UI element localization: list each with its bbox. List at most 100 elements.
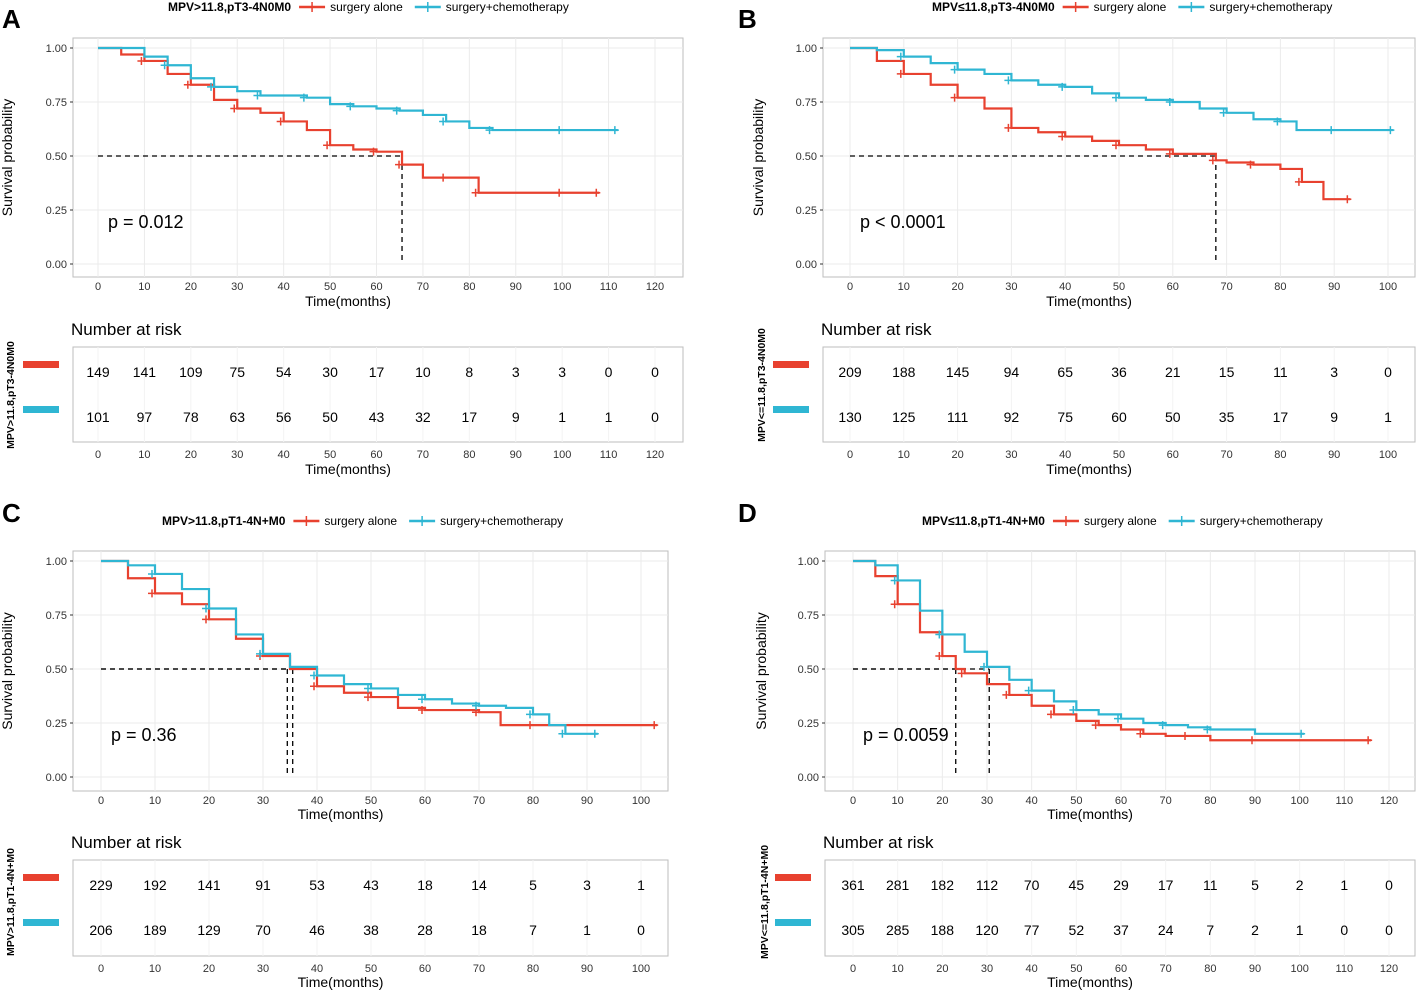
risk-x-tick-label: 50 bbox=[324, 449, 336, 461]
risk-count: 30 bbox=[322, 364, 338, 380]
censor-mark bbox=[526, 710, 534, 719]
censor-mark bbox=[555, 126, 564, 135]
p-value-label: p = 0.36 bbox=[111, 725, 177, 745]
censor-mark bbox=[148, 569, 156, 578]
x-tick-label: 20 bbox=[936, 795, 948, 807]
legend-label: surgery alone bbox=[330, 0, 403, 14]
risk-x-tick-label: 70 bbox=[417, 449, 429, 461]
panel-d: D MPV≤11.8,pT1-4N+M0 surgery alone surgery+… bbox=[738, 498, 1416, 990]
risk-count: 1 bbox=[583, 922, 591, 938]
censor-mark bbox=[1058, 82, 1067, 91]
y-tick-label: 0.50 bbox=[46, 151, 67, 163]
risk-x-tick-label: 80 bbox=[527, 963, 539, 975]
risk-strata-label: MPV>11.8,pT3-4N0M0 bbox=[5, 341, 17, 449]
censor-mark bbox=[310, 682, 318, 691]
censor-mark bbox=[395, 160, 404, 169]
p-value-label: p < 0.0001 bbox=[860, 212, 946, 232]
risk-row-color-key bbox=[23, 874, 59, 881]
risk-x-tick-label: 110 bbox=[600, 449, 618, 461]
censor-mark bbox=[650, 721, 659, 730]
risk-count: 1 bbox=[1384, 409, 1392, 425]
risk-count: 38 bbox=[363, 922, 379, 938]
risk-x-tick-label: 10 bbox=[138, 449, 150, 461]
x-tick-label: 80 bbox=[1204, 795, 1216, 807]
risk-count: 60 bbox=[1111, 409, 1127, 425]
plot-area bbox=[72, 37, 684, 278]
censor-mark bbox=[1165, 98, 1174, 106]
risk-row-color-key bbox=[23, 361, 59, 368]
risk-count: 3 bbox=[558, 364, 566, 380]
risk-count: 5 bbox=[529, 877, 537, 893]
risk-table-box bbox=[72, 346, 684, 443]
risk-count: 0 bbox=[1385, 877, 1393, 893]
censor-mark bbox=[1004, 123, 1013, 132]
risk-x-tick-label: 60 bbox=[370, 449, 382, 461]
risk-count: 149 bbox=[86, 364, 110, 380]
y-tick-label: 0.75 bbox=[796, 97, 817, 109]
risk-x-axis-label: Time(months) bbox=[305, 461, 391, 477]
risk-x-tick-label: 10 bbox=[149, 963, 161, 975]
risk-count: 120 bbox=[975, 922, 999, 938]
risk-count: 0 bbox=[1340, 922, 1348, 938]
censor-mark bbox=[1297, 729, 1306, 738]
risk-count: 130 bbox=[838, 409, 862, 425]
risk-count: 63 bbox=[229, 409, 245, 425]
risk-x-tick-label: 20 bbox=[185, 449, 197, 461]
risk-count: 9 bbox=[1330, 409, 1338, 425]
risk-table-title: Number at risk bbox=[821, 320, 932, 339]
risk-count: 0 bbox=[1385, 922, 1393, 938]
risk-count: 28 bbox=[417, 922, 433, 938]
legend-label: surgery alone bbox=[324, 514, 397, 528]
y-tick-label: 0.25 bbox=[46, 205, 67, 217]
risk-count: 1 bbox=[637, 877, 645, 893]
risk-x-tick-label: 110 bbox=[1336, 963, 1354, 975]
y-tick-label: 1.00 bbox=[46, 43, 67, 55]
risk-x-tick-label: 60 bbox=[1115, 963, 1127, 975]
risk-x-tick-label: 40 bbox=[1059, 449, 1071, 461]
censor-mark bbox=[1327, 126, 1336, 135]
censor-mark bbox=[472, 701, 480, 710]
risk-x-tick-label: 90 bbox=[581, 963, 593, 975]
risk-count: 145 bbox=[946, 364, 970, 380]
survival-curve bbox=[850, 46, 1351, 201]
x-tick-label: 70 bbox=[1160, 795, 1172, 807]
x-tick-label: 0 bbox=[850, 795, 856, 807]
risk-x-tick-label: 100 bbox=[1290, 963, 1308, 975]
risk-count: 29 bbox=[1113, 877, 1129, 893]
censor-mark bbox=[1165, 149, 1174, 158]
censor-mark bbox=[896, 52, 905, 61]
risk-count: 305 bbox=[841, 922, 865, 938]
panel-a: A MPV>11.8,pT3-4N0M0 surgery alone surgery+… bbox=[0, 0, 684, 477]
risk-count: 11 bbox=[1273, 364, 1288, 380]
risk-count: 3 bbox=[512, 364, 520, 380]
risk-x-tick-label: 100 bbox=[1379, 449, 1397, 461]
y-axis-label: Survival probability bbox=[753, 612, 769, 730]
risk-count: 1 bbox=[558, 409, 566, 425]
risk-count: 36 bbox=[1111, 364, 1127, 380]
y-tick-label: 0.25 bbox=[798, 718, 819, 730]
censor-mark bbox=[1273, 117, 1282, 126]
panel-c: C MPV>11.8,pT1-4N+M0 surgery alone surgery+… bbox=[0, 498, 669, 990]
risk-x-tick-label: 30 bbox=[257, 963, 269, 975]
x-tick-label: 50 bbox=[1070, 795, 1082, 807]
x-tick-label: 30 bbox=[257, 795, 269, 807]
censor-mark bbox=[148, 589, 156, 598]
x-tick-label: 20 bbox=[185, 281, 197, 293]
x-tick-label: 30 bbox=[981, 795, 993, 807]
risk-x-tick-label: 20 bbox=[951, 449, 963, 461]
risk-count: 78 bbox=[183, 409, 199, 425]
censor-mark bbox=[418, 695, 426, 704]
censor-mark bbox=[485, 126, 494, 135]
x-tick-label: 90 bbox=[581, 795, 593, 807]
censor-mark bbox=[896, 69, 905, 78]
x-tick-label: 40 bbox=[278, 281, 290, 293]
risk-count: 192 bbox=[143, 877, 167, 893]
x-tick-label: 60 bbox=[1167, 281, 1179, 293]
x-tick-label: 60 bbox=[370, 281, 382, 293]
x-axis-label: Time(months) bbox=[1046, 293, 1132, 309]
strata-title: MPV≤11.8,pT3-4N0M0 bbox=[932, 0, 1055, 14]
risk-x-axis-label: Time(months) bbox=[298, 974, 384, 990]
censor-mark bbox=[276, 117, 285, 126]
y-tick-label: 1.00 bbox=[46, 556, 67, 568]
x-tick-label: 110 bbox=[600, 281, 618, 293]
